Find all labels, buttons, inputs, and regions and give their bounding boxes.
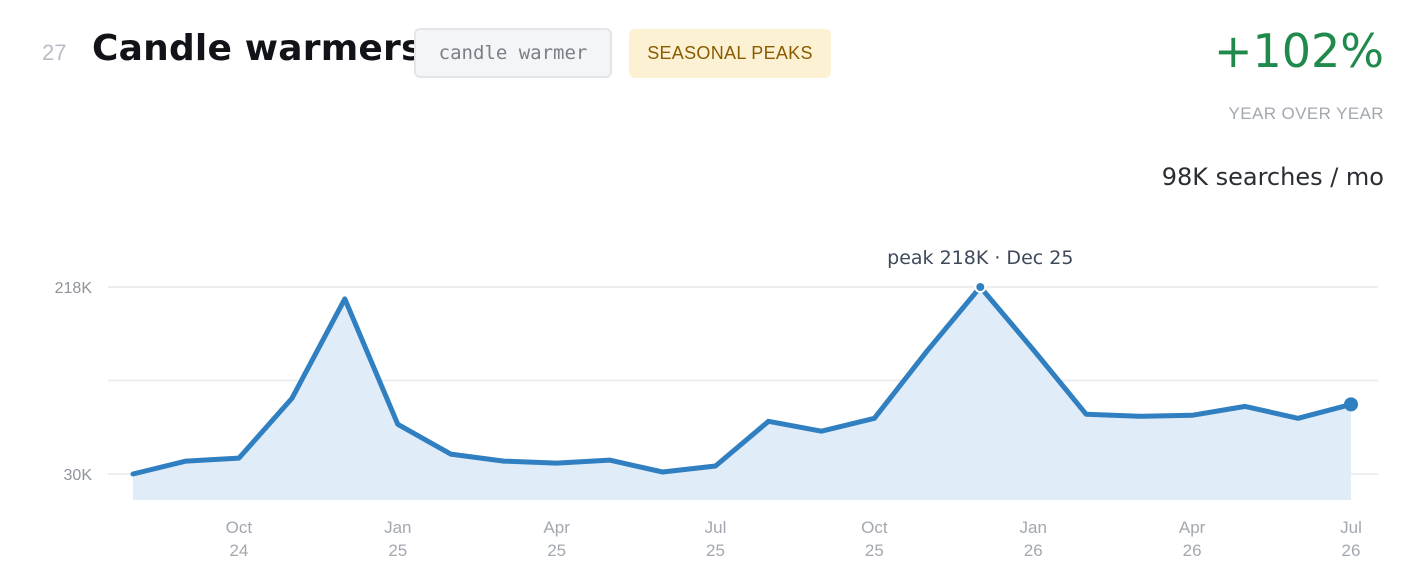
- x-tick-year: 26: [1024, 541, 1043, 560]
- data-point[interactable]: [818, 428, 824, 434]
- x-tick-month: Apr: [1179, 518, 1206, 537]
- y-tick-label: 30K: [64, 467, 93, 484]
- chart-markers: peak 218K · Dec 25: [130, 247, 1358, 477]
- data-point[interactable]: [713, 463, 719, 469]
- keyword-chip[interactable]: candle warmer: [414, 28, 612, 78]
- x-axis-labels: Oct 24 Jan 25 Apr 25 Jul 25 Oct 25 Jan 26 Apr 26 Jul 26: [226, 518, 1362, 560]
- data-point[interactable]: [554, 460, 560, 466]
- data-point[interactable]: [501, 458, 507, 464]
- data-point[interactable]: [924, 348, 930, 354]
- x-tick-year: 25: [388, 541, 407, 560]
- x-tick-month: Jul: [705, 518, 727, 537]
- data-point[interactable]: [183, 458, 189, 464]
- data-point[interactable]: [236, 455, 242, 461]
- x-tick-month: Oct: [226, 518, 253, 537]
- trend-line: [130, 284, 1354, 477]
- growth-label: YEAR OVER YEAR: [1228, 104, 1384, 123]
- x-tick-year: 26: [1183, 541, 1202, 560]
- data-point[interactable]: [289, 395, 295, 401]
- search-volume: 98K searches / mo: [1161, 163, 1384, 191]
- x-tick-year: 25: [865, 541, 884, 560]
- x-tick-year: 25: [706, 541, 725, 560]
- growth-percentage: +102%: [1213, 24, 1384, 78]
- trend-area: [133, 287, 1351, 500]
- x-tick-month: Apr: [543, 518, 570, 537]
- data-point[interactable]: [395, 421, 401, 427]
- data-point[interactable]: [130, 471, 136, 477]
- latest-point-marker: [1344, 397, 1358, 412]
- x-tick-month: Jul: [1340, 518, 1362, 537]
- data-point[interactable]: [765, 418, 771, 424]
- data-point[interactable]: [1189, 412, 1195, 418]
- data-point[interactable]: [1030, 347, 1036, 353]
- x-tick-year: 24: [229, 541, 248, 560]
- data-point[interactable]: [660, 469, 666, 475]
- data-point[interactable]: [448, 451, 454, 457]
- peak-label: peak 218K · Dec 25: [887, 247, 1073, 269]
- x-tick-month: Oct: [861, 518, 888, 537]
- data-point[interactable]: [1136, 413, 1142, 419]
- y-axis-labels: 218K 30K: [55, 280, 93, 484]
- data-point[interactable]: [607, 457, 613, 463]
- trend-header: 27 Candle warmers candle warmer SEASONAL…: [0, 0, 1420, 90]
- rank-number: 27: [42, 40, 67, 65]
- seasonal-tag-badge: SEASONAL PEAKS: [629, 29, 831, 78]
- data-point[interactable]: [871, 415, 877, 421]
- x-tick-month: Jan: [1020, 518, 1047, 537]
- x-tick-month: Jan: [384, 518, 411, 537]
- data-point[interactable]: [1083, 411, 1089, 417]
- data-point[interactable]: [342, 296, 348, 302]
- trend-title: Candle warmers: [92, 28, 423, 69]
- y-tick-label: 218K: [55, 280, 93, 297]
- peak-marker: [974, 281, 987, 293]
- data-point[interactable]: [1242, 403, 1248, 409]
- data-point[interactable]: [1295, 415, 1301, 421]
- x-tick-year: 25: [547, 541, 566, 560]
- x-tick-year: 26: [1342, 541, 1361, 560]
